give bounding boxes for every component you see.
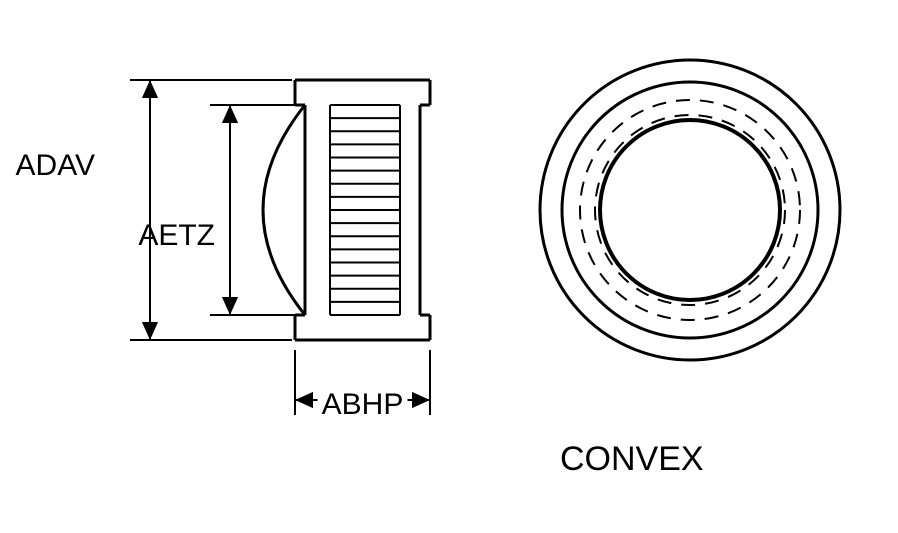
side-view [263,80,430,340]
dim-label-adav: ADAV [16,149,95,182]
dim-label-abhp: ABHP [322,388,404,421]
dim-label-aetz: AETZ [138,219,215,252]
convex-lens-arc [263,105,305,315]
drawing-title: CONVEX [560,440,704,478]
front-view [540,60,840,360]
